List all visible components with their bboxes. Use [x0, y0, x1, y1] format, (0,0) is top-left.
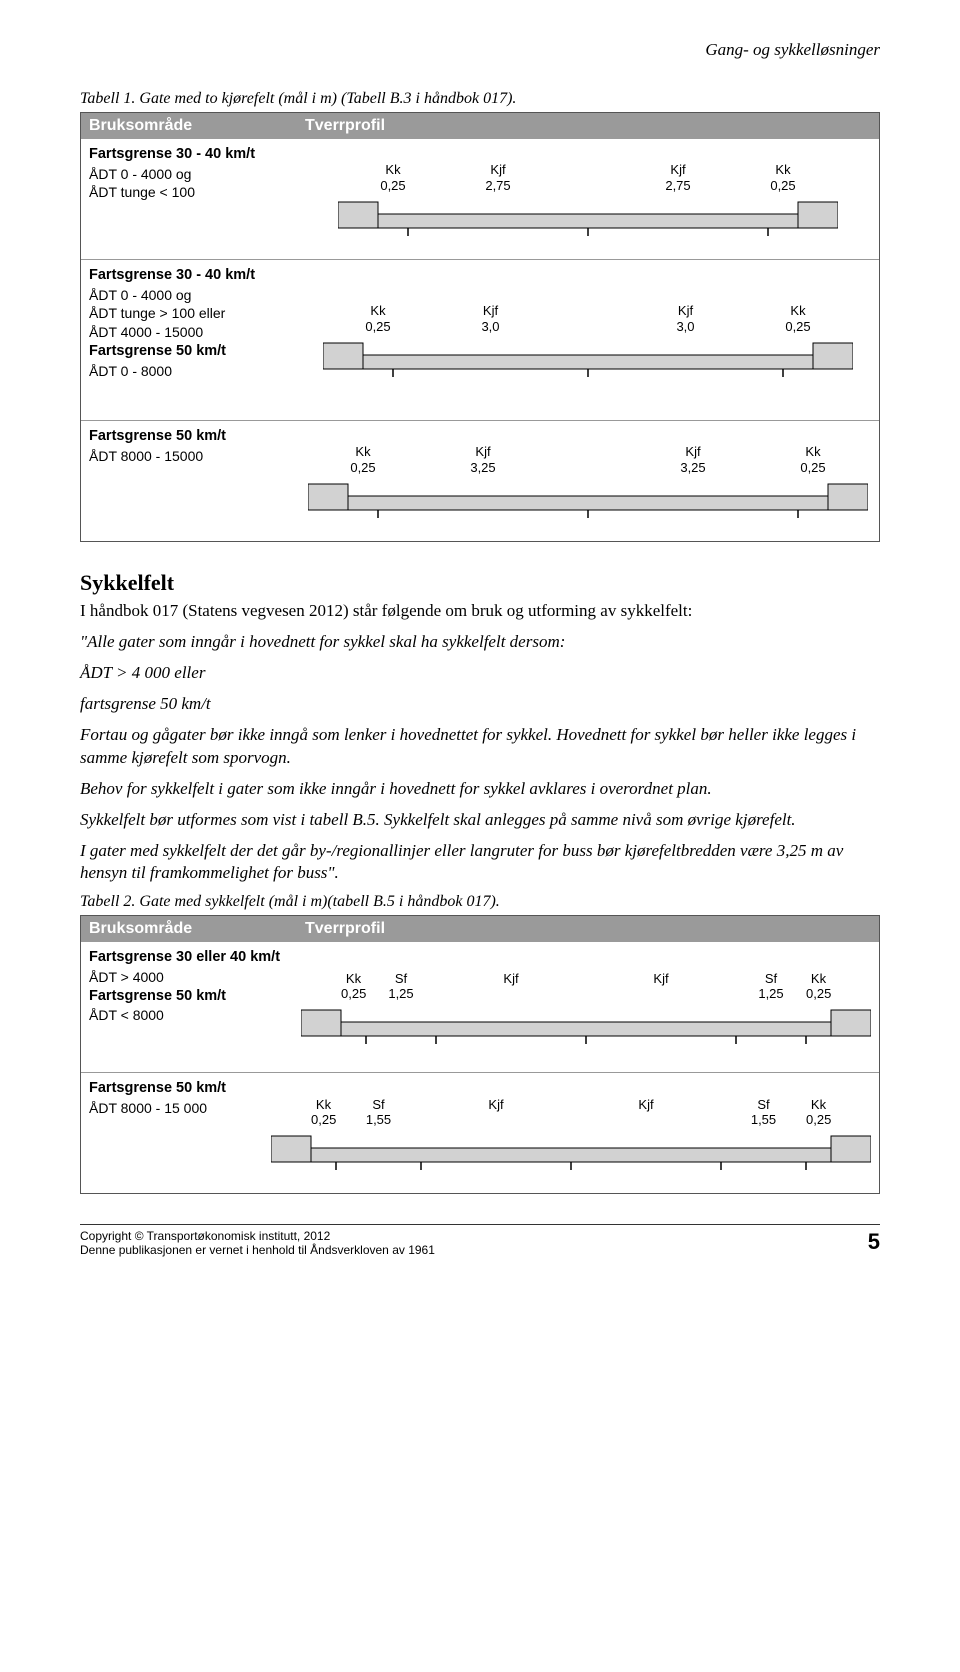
t1r2-profile: Kk0,25Kjf3,0Kjf3,0Kk0,25	[297, 260, 879, 420]
t1r1-l1: Fartsgrense 30 - 40 km/t	[89, 145, 289, 165]
page-number: 5	[868, 1229, 880, 1257]
t1r1-l2: ÅDT 0 - 4000 og	[89, 165, 289, 184]
t2r2-l1: Fartsgrense 50 km/t	[89, 1079, 255, 1099]
table2-header-left: Bruksområde	[81, 916, 297, 942]
t1r1-l3: ÅDT tunge < 100	[89, 183, 289, 202]
t1r2-l4: ÅDT 4000 - 15000	[89, 323, 289, 342]
t1r3-l2: ÅDT 8000 - 15000	[89, 447, 289, 466]
t1r3-profile: Kk0,25Kjf3,25Kjf3,25Kk0,25	[297, 421, 879, 541]
t2r1-profile: Kk0,25Sf1,25KjfKjfSf1,25Kk0,25	[293, 942, 879, 1072]
t1r2-l1: Fartsgrense 30 - 40 km/t	[89, 266, 289, 286]
body6: Behov for sykkelfelt i gater som ikke in…	[80, 778, 880, 801]
t1r3-l1: Fartsgrense 50 km/t	[89, 427, 289, 447]
table2-row2: Fartsgrense 50 km/t ÅDT 8000 - 15 000 Kk…	[81, 1072, 879, 1193]
t1r2-l3: ÅDT tunge > 100 eller	[89, 304, 289, 323]
body8: I gater med sykkelfelt der det går by-/r…	[80, 840, 880, 886]
t1r2-l6: ÅDT 0 - 8000	[89, 362, 289, 381]
table2-caption: Tabell 2. Gate med sykkelfelt (mål i m)(…	[80, 893, 880, 911]
footer-left1: Copyright © Transportøkonomisk institutt…	[80, 1229, 435, 1243]
section-heading: Sykkelfelt	[80, 570, 880, 596]
table1-row2: Fartsgrense 30 - 40 km/t ÅDT 0 - 4000 og…	[81, 259, 879, 420]
t2r1-l3: Fartsgrense 50 km/t	[89, 987, 285, 1007]
t1r1-profile: Kk0,25Kjf2,75Kjf2,75Kk0,25	[297, 139, 879, 259]
t2r1-l4: ÅDT < 8000	[89, 1006, 285, 1025]
running-header: Gang- og sykkelløsninger	[80, 40, 880, 60]
table1-row1: Fartsgrense 30 - 40 km/t ÅDT 0 - 4000 og…	[81, 139, 879, 259]
table2: Bruksområde Tverrprofil Fartsgrense 30 e…	[80, 915, 880, 1194]
table1-header-left: Bruksområde	[81, 113, 297, 139]
t2r2-profile: Kk0,25Sf1,55KjfKjfSf1,55Kk0,25	[263, 1073, 879, 1193]
body5: Fortau og gågater bør ikke inngå som len…	[80, 724, 880, 770]
t2r2-l2: ÅDT 8000 - 15 000	[89, 1099, 255, 1118]
t1r2-l5: Fartsgrense 50 km/t	[89, 342, 289, 362]
table1-row3: Fartsgrense 50 km/t ÅDT 8000 - 15000 Kk0…	[81, 420, 879, 541]
table2-row1: Fartsgrense 30 eller 40 km/t ÅDT > 4000 …	[81, 942, 879, 1072]
table1-header-right: Tverrprofil	[297, 113, 879, 139]
table1-caption: Tabell 1. Gate med to kjørefelt (mål i m…	[80, 90, 880, 108]
body2: "Alle gater som inngår i hovednett for s…	[80, 631, 880, 654]
t2r1-l2: ÅDT > 4000	[89, 968, 285, 987]
footer-left2: Denne publikasjonen er vernet i henhold …	[80, 1243, 435, 1257]
table1: Bruksområde Tverrprofil Fartsgrense 30 -…	[80, 112, 880, 542]
body1: I håndbok 017 (Statens vegvesen 2012) st…	[80, 600, 880, 623]
body3: ÅDT > 4 000 eller	[80, 662, 880, 685]
body4: fartsgrense 50 km/t	[80, 693, 880, 716]
t1r2-l2: ÅDT 0 - 4000 og	[89, 286, 289, 305]
t2r1-l1: Fartsgrense 30 eller 40 km/t	[89, 948, 285, 968]
body7: Sykkelfelt bør utformes som vist i tabel…	[80, 809, 880, 832]
footer: Copyright © Transportøkonomisk institutt…	[80, 1224, 880, 1257]
table2-header-right: Tverrprofil	[297, 916, 879, 942]
